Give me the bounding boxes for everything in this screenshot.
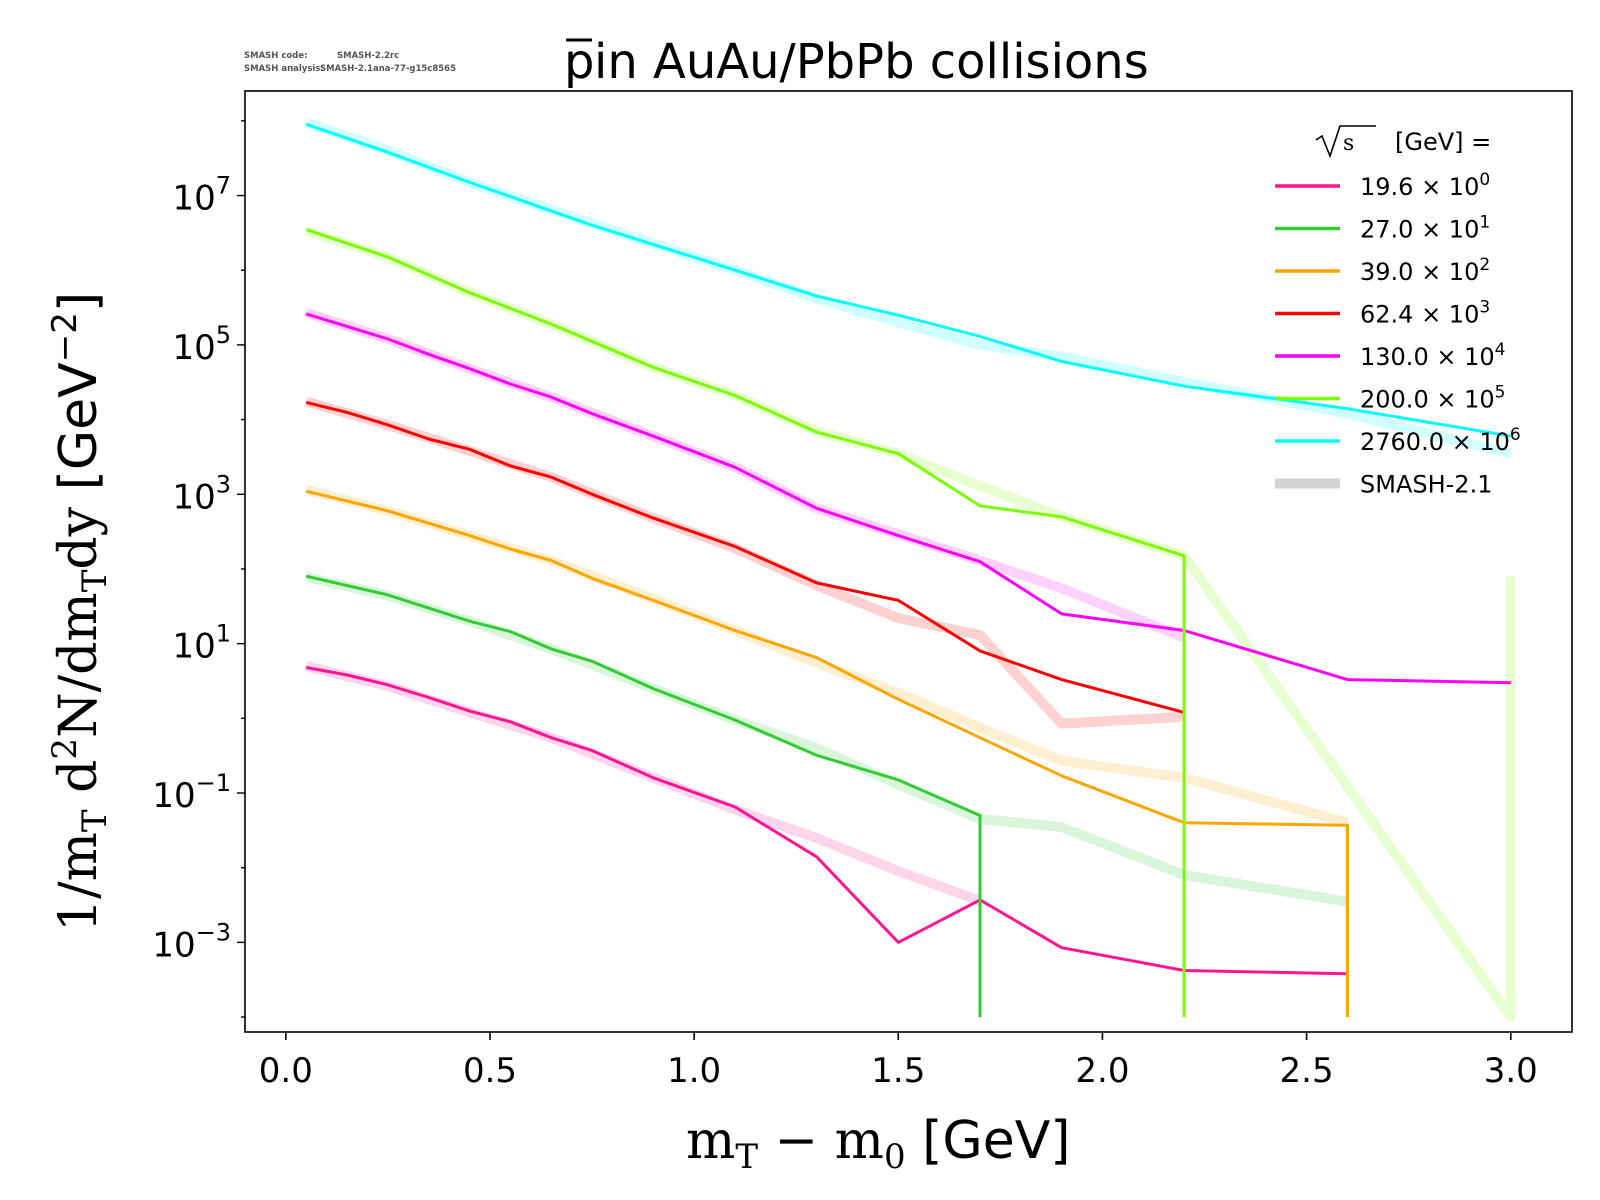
y-tick-label: 107 (172, 172, 231, 219)
x-tick-label: 1.0 (667, 1051, 721, 1091)
legend-label-1: 27.0 × 101 (1360, 213, 1490, 244)
data-series (305, 122, 1512, 1018)
series-line-6 (305, 122, 1512, 438)
smash-reference-curves (304, 117, 1516, 1023)
legend-title: s [GeV] = (1315, 125, 1491, 159)
series-line-2 (305, 489, 1349, 1018)
smash-code-value: SMASH-2.2rc (337, 51, 399, 61)
reference-line-0 (305, 661, 982, 906)
x-tick-label: 0.0 (259, 1051, 313, 1091)
smash-analysis-label: SMASH analysis: (244, 64, 324, 74)
series-line-3 (305, 400, 1185, 714)
plot-frame (244, 90, 1573, 1033)
sqrt-icon (1315, 125, 1376, 159)
x-tick-label: 0.5 (463, 1051, 517, 1091)
y-axis-label: 1/mT d2N/dmTdy [GeV−2] (45, 292, 115, 932)
y-tick-label: 105 (172, 321, 231, 368)
legend-label-6: 2760.0 × 106 (1360, 425, 1521, 456)
legend-label-smash: SMASH-2.1 (1360, 471, 1492, 499)
legend-label-4: 130.0 × 104 (1360, 340, 1505, 371)
legend-title-text: [GeV] = (1395, 128, 1491, 156)
x-tick-label: 2.0 (1075, 1051, 1129, 1091)
smash-analysis-value: SMASH-2.1ana-77-g15c8565 (320, 64, 456, 74)
series-line-0 (305, 666, 1348, 976)
legend-title-s: s (1343, 131, 1354, 156)
series-line-4 (305, 312, 1511, 685)
x-tick-label: 2.5 (1280, 1051, 1334, 1091)
legend-label-3: 62.4 × 103 (1360, 298, 1490, 329)
chart-title: p in AuAu/PbPb collisions (564, 34, 1149, 90)
x-axis: 0.0 0.5 1.0 1.5 2.0 2.5 3.0 (259, 1032, 1538, 1091)
smash-code-label: SMASH code: (244, 51, 307, 61)
legend: s [GeV] = 19.6 × 100 27.0 × 101 39.0 × 102… (1275, 125, 1521, 499)
reference-line-4 (304, 307, 1186, 643)
legend-label-5: 200.0 × 105 (1360, 383, 1505, 414)
title-rest: in AuAu/PbPb collisions (594, 34, 1149, 90)
y-tick-label: 103 (172, 470, 231, 517)
reference-line-6 (304, 117, 1512, 459)
y-axis: 107 105 103 101 10−1 10−3 (152, 120, 245, 1018)
x-axis-label: mT − m0 [GeV] (686, 1111, 1071, 1177)
legend-label-2: 39.0 × 102 (1360, 255, 1490, 286)
title-particle: p (564, 34, 594, 90)
x-tick-label: 1.5 (871, 1051, 925, 1091)
series-line-5 (305, 228, 1186, 1018)
y-tick-label: 101 (172, 620, 231, 667)
series-line-1 (305, 574, 982, 1018)
reference-line-2 (304, 484, 1349, 828)
reference-line-1 (305, 572, 1349, 907)
y-tick-label: 10−1 (152, 769, 231, 816)
legend-label-0: 19.6 × 100 (1360, 170, 1490, 201)
y-tick-label: 10−3 (152, 918, 231, 965)
x-tick-label: 3.0 (1484, 1051, 1538, 1091)
